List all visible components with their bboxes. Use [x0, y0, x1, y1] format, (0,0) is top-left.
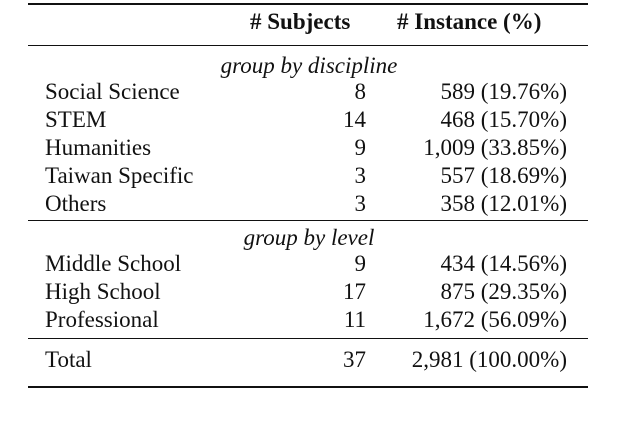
row-subjects: 8 — [354, 79, 367, 104]
row-subjects: 3 — [354, 191, 367, 216]
row-instance: 434 (14.56%) — [440, 251, 567, 276]
total-subjects: 37 — [343, 347, 366, 372]
row-instance: 468 (15.70%) — [440, 107, 567, 132]
row-label: Middle School — [45, 251, 182, 276]
section-title: group by level — [243, 225, 375, 250]
row-label: Humanities — [45, 135, 152, 160]
row-label: Others — [45, 191, 107, 216]
row-subjects: 9 — [354, 135, 367, 160]
row-label: Taiwan Specific — [45, 163, 194, 188]
row-label: Professional — [45, 307, 159, 332]
section-title: group by discipline — [220, 53, 398, 78]
row-subjects: 11 — [343, 307, 366, 332]
row-subjects: 9 — [354, 251, 367, 276]
row-subjects: 3 — [354, 163, 367, 188]
header-rule — [28, 45, 588, 46]
row-label: STEM — [45, 107, 107, 132]
header-instance: # Instance (%) — [397, 9, 542, 34]
row-instance: 1,672 (56.09%) — [423, 307, 567, 332]
row-instance: 875 (29.35%) — [440, 279, 567, 304]
row-label: High School — [45, 279, 161, 304]
top-rule — [28, 3, 588, 5]
header-subjects: # Subjects — [250, 9, 351, 34]
row-label: Social Science — [45, 79, 180, 104]
total-instance: 2,981 (100.00%) — [411, 347, 567, 372]
row-instance: 557 (18.69%) — [440, 163, 567, 188]
row-instance: 358 (12.01%) — [440, 191, 567, 216]
bottom-rule — [28, 386, 588, 388]
section-rule — [28, 338, 588, 339]
total-label: Total — [45, 347, 92, 372]
row-subjects: 14 — [343, 107, 366, 132]
row-instance: 1,009 (33.85%) — [423, 135, 567, 160]
row-subjects: 17 — [343, 279, 366, 304]
row-instance: 589 (19.76%) — [440, 79, 567, 104]
section-rule — [28, 220, 588, 221]
